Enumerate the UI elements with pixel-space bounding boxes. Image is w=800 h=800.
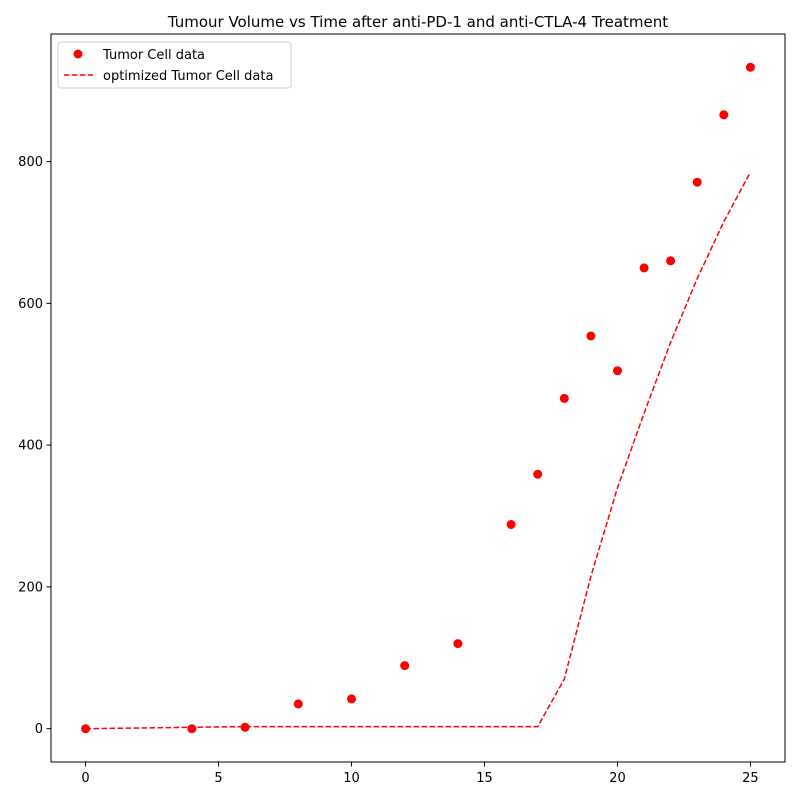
data-point-tumor-cell-data — [745, 62, 755, 72]
data-point-tumor-cell-data — [240, 722, 250, 732]
data-point-tumor-cell-data — [559, 393, 569, 403]
plot-area — [81, 62, 755, 734]
x-axis: 0 5 10 15 20 25 — [81, 762, 759, 786]
data-point-tumor-cell-data — [81, 724, 91, 734]
data-point-tumor-cell-data — [692, 177, 702, 187]
data-point-tumor-cell-data — [453, 639, 463, 649]
legend: Tumor Cell data optimized Tumor Cell dat… — [57, 41, 292, 89]
data-point-tumor-cell-data — [639, 263, 649, 273]
data-point-tumor-cell-data — [533, 469, 543, 479]
data-point-tumor-cell-data — [586, 331, 596, 341]
legend-marker-tumor-cell-data — [73, 49, 83, 59]
y-tick-label: 0 — [35, 722, 43, 737]
legend-box — [57, 41, 292, 89]
x-tick-label: 25 — [742, 771, 759, 786]
x-tick-label: 10 — [343, 771, 360, 786]
x-tick-label: 20 — [609, 771, 626, 786]
data-point-tumor-cell-data — [187, 724, 197, 734]
axes-frame — [50, 33, 786, 763]
x-tick-label: 0 — [81, 771, 89, 786]
chart-title: Tumour Volume vs Time after anti-PD-1 an… — [167, 13, 668, 31]
data-point-tumor-cell-data — [347, 694, 356, 704]
data-point-tumor-cell-data — [400, 661, 410, 671]
data-point-tumor-cell-data — [613, 366, 622, 376]
y-tick-label: 400 — [18, 439, 43, 454]
x-tick-label: 15 — [476, 771, 493, 786]
legend-label-optimized-tumor-cell-data: optimized Tumor Cell data — [103, 69, 273, 84]
data-point-tumor-cell-data — [293, 699, 303, 709]
data-point-tumor-cell-data — [719, 110, 729, 120]
series-line-optimized-tumor-cell-data — [85, 171, 752, 730]
y-axis: 0 200 400 600 800 — [18, 155, 51, 737]
y-tick-label: 800 — [18, 155, 43, 170]
legend-label-tumor-cell-data: Tumor Cell data — [102, 48, 205, 63]
data-point-tumor-cell-data — [506, 520, 516, 529]
data-point-tumor-cell-data — [666, 256, 676, 266]
x-tick-label: 5 — [214, 771, 222, 786]
y-tick-label: 200 — [18, 580, 43, 595]
y-tick-label: 600 — [18, 297, 43, 312]
